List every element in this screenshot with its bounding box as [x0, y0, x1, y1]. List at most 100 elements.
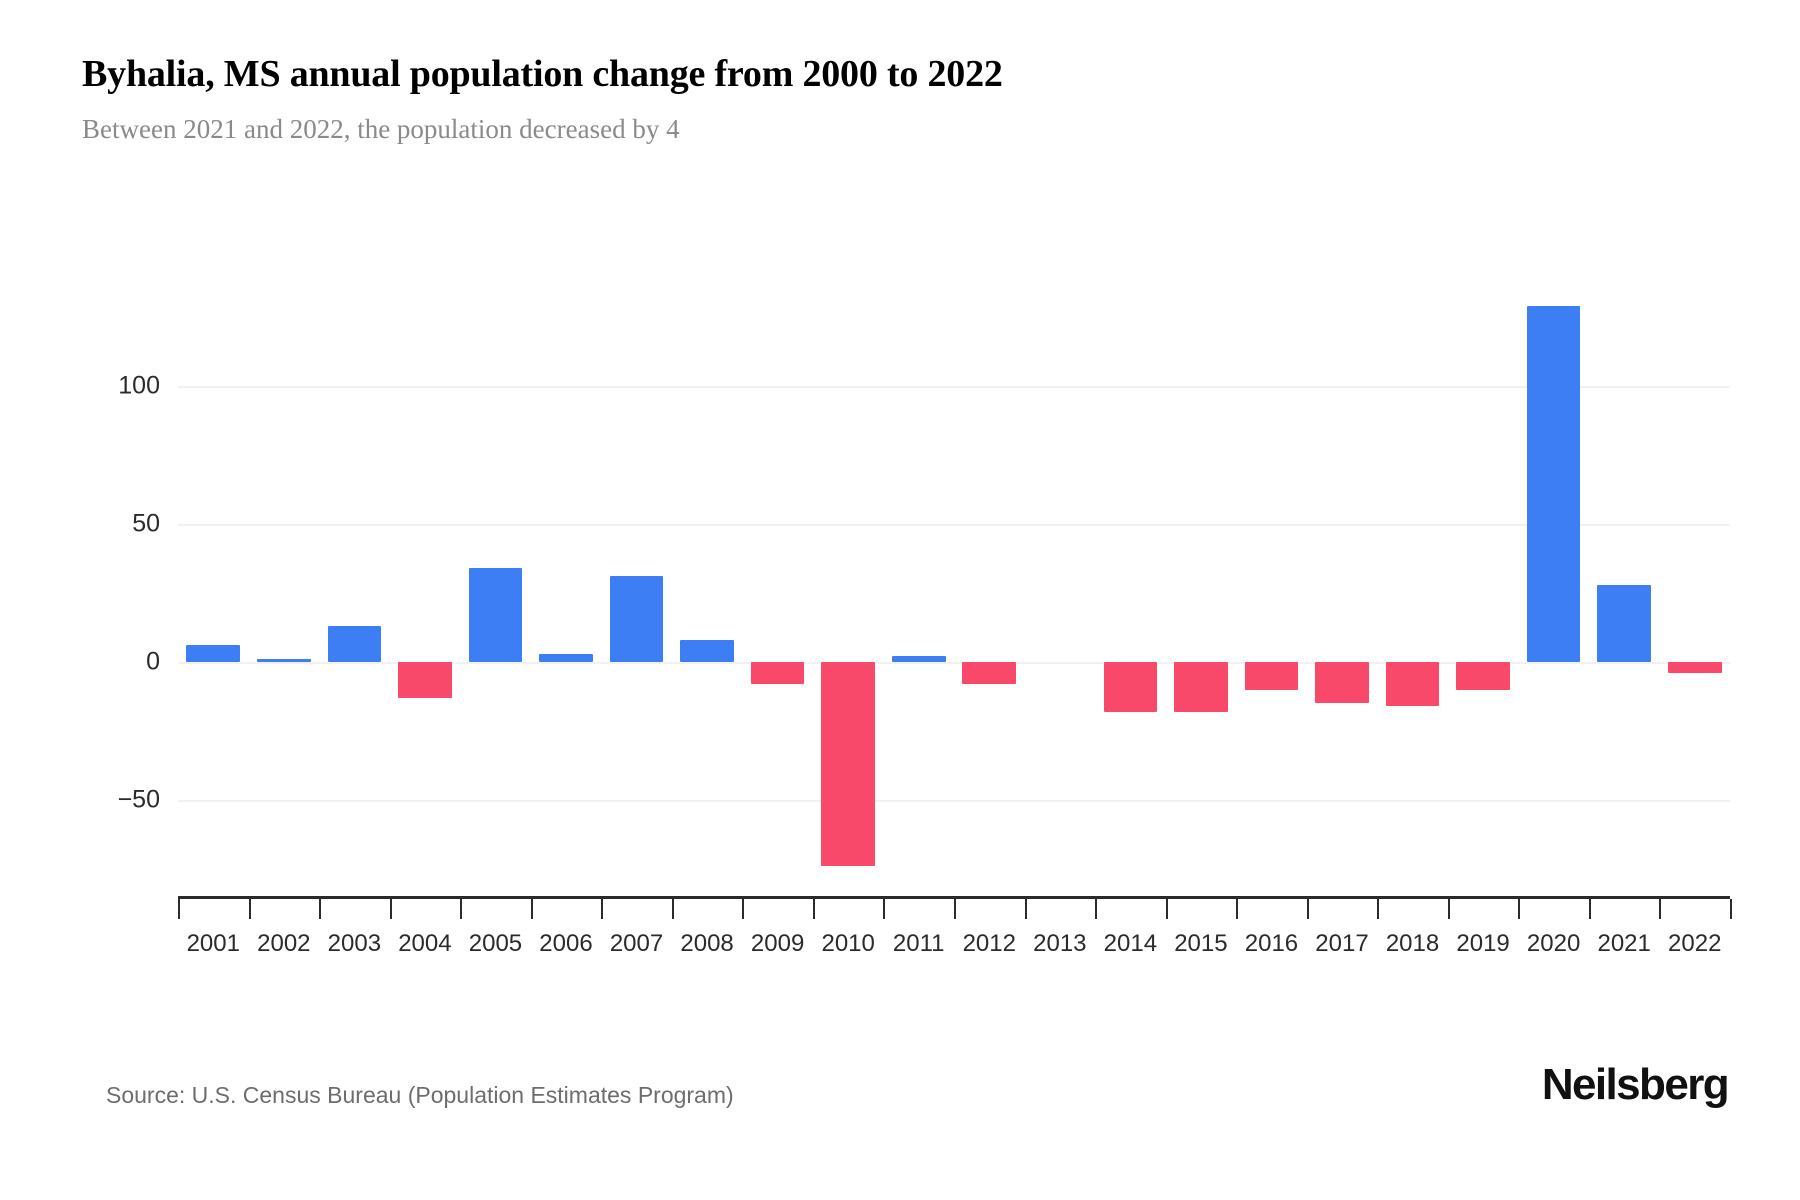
bar-slot[interactable]: [672, 386, 743, 898]
bar-slot[interactable]: [460, 386, 531, 898]
x-axis-tick: [1306, 899, 1309, 919]
bar-slot[interactable]: [1518, 305, 1589, 898]
bar[interactable]: [680, 639, 734, 662]
x-axis-tick: [319, 899, 322, 919]
bar-slot[interactable]: [883, 386, 954, 898]
bar[interactable]: [609, 576, 664, 662]
bar-slot[interactable]: [1236, 386, 1307, 898]
x-axis-tick-label: 2008: [680, 930, 734, 957]
bar[interactable]: [256, 659, 311, 662]
x-axis-tick-label: 2004: [398, 930, 452, 957]
bars-group: [178, 305, 1730, 898]
bar[interactable]: [539, 653, 593, 662]
bar[interactable]: [962, 662, 1017, 685]
plot-area: [178, 305, 1730, 898]
x-axis-tick: [742, 899, 745, 919]
x-axis-tick-label: 2016: [1244, 930, 1299, 957]
x-axis-line: [178, 896, 1730, 899]
bar-slot[interactable]: [1166, 386, 1237, 898]
x-axis-tick: [1447, 899, 1450, 919]
x-axis-tick-label: 2018: [1385, 930, 1440, 957]
x-axis-tick: [1659, 899, 1662, 919]
bar-slot[interactable]: [1377, 386, 1448, 898]
x-axis-tick-label: 2011: [892, 930, 945, 957]
x-axis-tick: [1588, 899, 1591, 919]
bar[interactable]: [750, 662, 805, 685]
x-axis-tick: [1518, 899, 1521, 919]
bar[interactable]: [1315, 662, 1369, 704]
x-axis-tick: [460, 899, 463, 919]
bar[interactable]: [821, 662, 875, 867]
chart-header: Byhalia, MS annual population change fro…: [82, 52, 1742, 145]
x-axis-tick-label: 2017: [1315, 930, 1369, 957]
bar[interactable]: [1597, 584, 1651, 662]
x-axis-tick-label: 2022: [1668, 930, 1722, 957]
bar-slot[interactable]: [742, 386, 813, 898]
x-axis-tick: [1024, 899, 1027, 919]
bar-slot[interactable]: [1659, 386, 1730, 898]
gridline: [178, 662, 1730, 664]
x-axis-tick: [248, 899, 251, 919]
bar[interactable]: [1174, 662, 1228, 712]
bar[interactable]: [1103, 662, 1158, 712]
bar[interactable]: [398, 662, 452, 698]
x-axis-tick-label: 2006: [539, 930, 593, 957]
bar[interactable]: [1526, 305, 1581, 662]
x-axis-tick: [883, 899, 886, 919]
x-axis-tick-label: 2013: [1033, 930, 1087, 957]
page-title: Byhalia, MS annual population change fro…: [82, 53, 1003, 95]
y-axis-tick-label: 0: [146, 647, 160, 676]
x-axis-tick-label: 2015: [1174, 930, 1228, 957]
bar-slot[interactable]: [813, 386, 884, 898]
gridline: [178, 800, 1730, 802]
y-axis-tick-label: 100: [118, 371, 160, 400]
x-axis-tick: [1730, 899, 1732, 919]
y-axis-tick-label: −50: [117, 785, 160, 814]
x-axis-tick-label: 2014: [1103, 930, 1158, 957]
x-axis-tick: [601, 899, 604, 919]
x-axis-tick-label: 2021: [1597, 930, 1651, 957]
x-axis-tick: [671, 899, 674, 919]
bar-slot[interactable]: [601, 386, 672, 898]
bar-slot[interactable]: [1448, 386, 1519, 898]
bar-slot[interactable]: [1025, 386, 1096, 898]
x-axis-tick: [530, 899, 533, 919]
x-axis-tick-label: 2012: [962, 930, 1016, 957]
x-axis-tick-label: 2001: [186, 930, 240, 957]
bar-slot[interactable]: [954, 386, 1025, 898]
x-axis-tick: [954, 899, 956, 919]
x-axis-tick-label: 2005: [468, 930, 523, 957]
x-axis-tick-label: 2010: [821, 930, 875, 957]
bar-slot[interactable]: [249, 386, 320, 898]
bar[interactable]: [1385, 662, 1440, 707]
source-note: Source: U.S. Census Bureau (Population E…: [106, 1082, 734, 1108]
bar[interactable]: [891, 656, 946, 662]
chart-subtitle: Between 2021 and 2022, the population de…: [82, 113, 680, 144]
bar-slot[interactable]: [1095, 386, 1166, 898]
x-axis-tick: [389, 899, 392, 919]
bar-slot[interactable]: [390, 386, 461, 898]
y-axis-tick-label: 50: [132, 509, 160, 538]
bar[interactable]: [327, 626, 382, 662]
bar[interactable]: [1456, 662, 1510, 690]
brand-logo: Neilsberg: [1541, 1060, 1730, 1109]
x-axis-tick: [1095, 899, 1098, 919]
x-axis-tick-label: 2019: [1456, 930, 1510, 957]
bar-slot[interactable]: [531, 386, 602, 898]
bar-slot[interactable]: [1307, 386, 1378, 898]
x-axis-tick: [1377, 899, 1380, 919]
gridline: [178, 386, 1730, 388]
bar[interactable]: [1667, 662, 1722, 674]
x-axis-tick: [178, 899, 180, 919]
x-axis-tick: [812, 899, 815, 919]
bar-slot[interactable]: [178, 386, 249, 898]
gridline: [178, 524, 1730, 526]
x-axis-tick-label: 2002: [257, 930, 311, 957]
bar[interactable]: [1244, 662, 1299, 690]
bar-slot[interactable]: [319, 386, 390, 898]
bar[interactable]: [186, 645, 241, 662]
bar[interactable]: [468, 568, 523, 662]
bar-slot[interactable]: [1589, 386, 1660, 898]
x-axis-tick-label: 2020: [1526, 930, 1581, 957]
